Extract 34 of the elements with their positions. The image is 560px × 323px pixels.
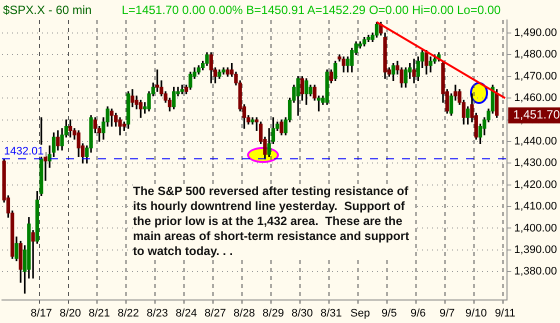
x-tick-label: 8/22	[118, 307, 140, 320]
x-tick-label: 9/7	[439, 307, 455, 320]
x-tick-label: 8/24	[176, 307, 197, 320]
x-tick-label: 8/21	[88, 307, 110, 320]
y-tick-label: 1,440.00	[514, 135, 558, 148]
x-tick-label: 8/31	[320, 307, 342, 320]
x-tick-label: 9/6	[410, 307, 426, 320]
y-tick-label: 1,390.00	[514, 244, 558, 256]
x-tick-label: 9/10	[465, 307, 487, 320]
x-tick-label: 8/30	[292, 307, 313, 320]
y-tick-label: 1,400.00	[514, 222, 558, 234]
y-tick-label: 1,490.00	[514, 27, 558, 40]
y-tick-label: 1,460.00	[514, 92, 558, 104]
chart-subtitle: L=1451.70 0.00 0.00% B=1450.91 A=1452.29 O=0.00 Hi=0.00 Lo=0.00	[122, 3, 501, 17]
x-tick-label: 9/11	[494, 307, 516, 320]
x-tick-label: 8/17	[30, 307, 52, 320]
y-tick-label: 1,430.00	[514, 157, 558, 170]
x-tick-label: 8/23	[146, 307, 168, 320]
y-tick-label: 1,470.00	[514, 70, 558, 82]
x-tick-label: 9/5	[382, 307, 397, 320]
x-tick-label: 8/27	[204, 307, 226, 320]
y-tick-label: 1,480.00	[514, 48, 558, 61]
ref-line-label: 1432.01	[4, 145, 44, 158]
chart-title: $SPX.X - 60 min	[3, 3, 92, 17]
text: 1,451.70	[513, 108, 560, 122]
x-tick-label: 8/29	[262, 307, 284, 320]
y-tick-label: 1,420.00	[514, 178, 558, 191]
candlestick	[31, 230, 35, 278]
y-tick-label: 1,410.00	[514, 200, 558, 213]
x-tick-label: 8/20	[60, 307, 82, 320]
x-tick-label: Sep	[350, 307, 370, 320]
x-tick-label: 8/28	[234, 307, 255, 320]
annotation: The S&P 500 reversed after testing resistance of its hourly downtrend line yesterday. Support of the prior low is at the 1,432 area. These are the main areas of short-term resistance and support to watch today. . .	[133, 184, 415, 259]
y-tick-label: 1,380.00	[514, 266, 558, 278]
